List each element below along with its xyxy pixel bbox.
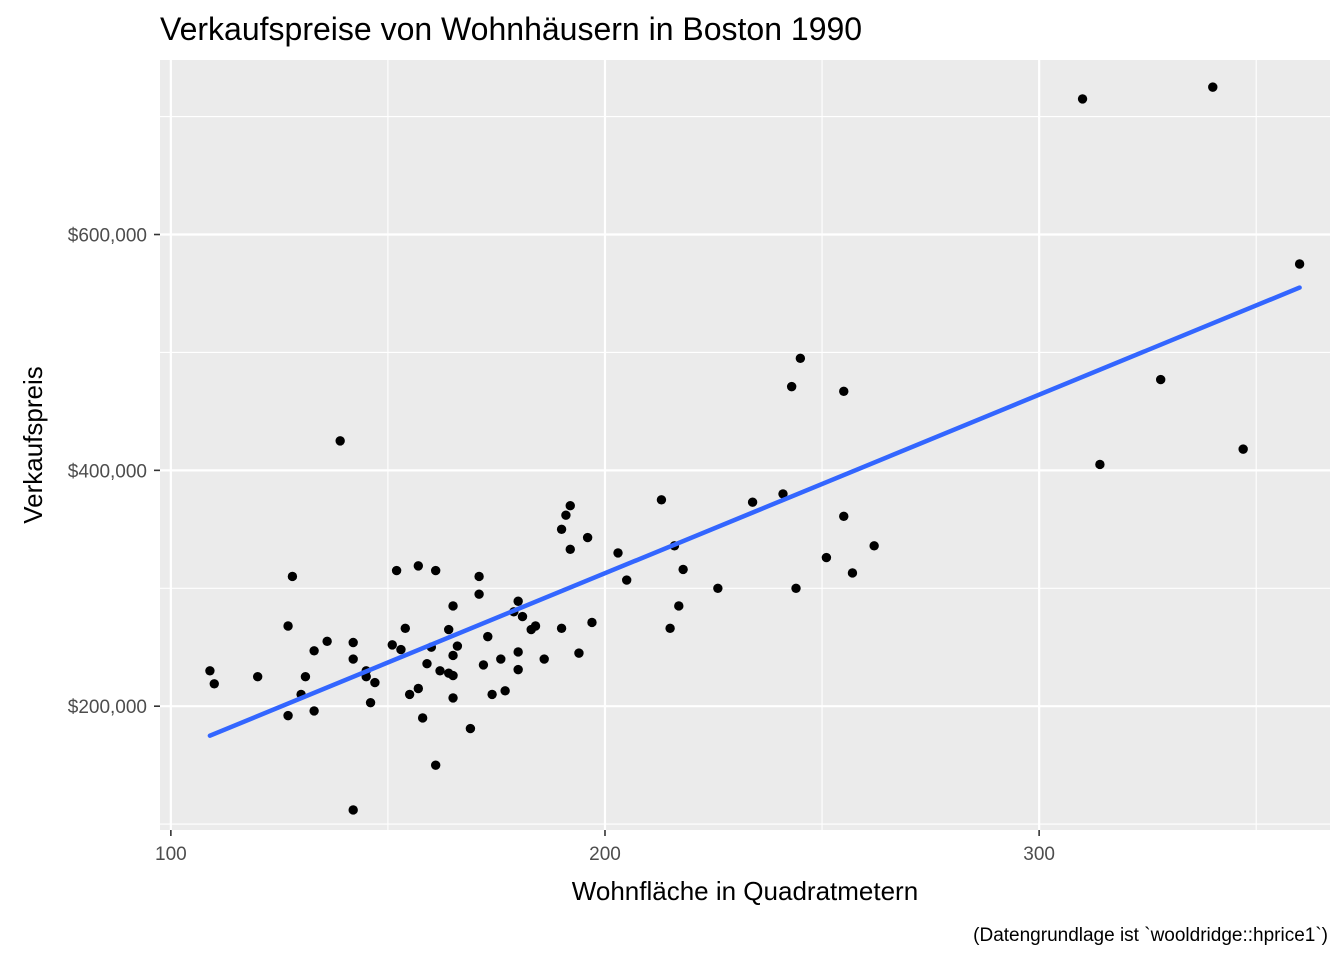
data-point [539,654,549,664]
data-point [474,571,484,582]
data-point [309,706,319,716]
data-point [665,623,675,634]
data-point [283,621,293,631]
y-tick-label: $400,000 [68,461,147,482]
data-point [561,510,571,520]
data-point [1208,82,1218,92]
data-point [348,654,358,664]
y-tick-label: $600,000 [68,226,147,247]
data-point [869,541,879,551]
data-point [370,677,380,688]
data-point [587,617,597,628]
data-point [452,641,463,651]
data-point [391,565,402,576]
data-point [348,637,358,648]
data-point [252,672,263,682]
data-point [517,611,528,622]
data-point [565,501,575,511]
data-point [430,565,441,576]
x-axis-title: Wohnfläche in Quadratmetern [572,876,918,906]
data-point [396,644,406,655]
data-point [839,511,849,522]
data-point [786,381,797,392]
data-point [448,650,458,661]
data-point [209,679,219,689]
data-point [465,723,476,734]
data-point [300,672,311,682]
regression-line-group [207,285,1302,738]
data-point [613,548,623,558]
data-point [413,561,424,571]
data-point [556,623,567,634]
plot-panel [160,60,1330,830]
data-point [621,575,632,585]
data-point [448,601,458,611]
data-point [205,666,215,676]
data-point [1294,259,1305,269]
data-point [574,648,584,658]
data-point [404,689,415,700]
data-point [400,623,410,634]
data-point [448,670,458,681]
data-point [565,544,575,555]
data-point [444,624,454,635]
data-point [322,636,332,647]
chart-title: Verkaufspreise von Wohnhäusern in Boston… [160,11,862,47]
data-point [348,805,358,815]
chart-caption: (Datengrundlage ist `wooldridge::hprice1… [973,925,1328,946]
data-point [747,497,758,507]
data-point [674,601,684,611]
data-point [283,710,293,721]
data-point [387,640,397,650]
data-point [530,621,541,631]
data-point [487,689,497,700]
data-point [778,489,788,499]
data-point [1077,94,1088,104]
data-point [791,583,801,593]
x-tick-label: 100 [155,844,187,865]
data-point [582,532,593,543]
data-point [556,524,567,535]
grid-lines [160,60,1330,830]
data-point [287,571,298,582]
x-tick-label: 300 [1023,844,1055,865]
data-point [413,683,424,694]
data-point [496,654,506,664]
data-point [1238,444,1248,454]
data-point [513,664,523,675]
data-point [309,646,319,656]
data-point [1155,374,1166,385]
data-point [422,659,432,669]
data-point [474,589,484,599]
data-point [500,686,510,696]
data-point [435,666,445,676]
data-point [678,564,688,575]
data-point [417,713,428,723]
y-tick-label: $200,000 [68,697,147,718]
data-point [795,353,806,364]
data-point [365,697,376,708]
data-point [839,386,849,397]
data-point [483,631,493,642]
data-point [847,568,858,578]
data-point [513,596,523,606]
axes: 100 200 300 $200,000 $400,000 $600,000 [68,226,1055,865]
data-point [1095,459,1105,470]
data-point [430,760,441,770]
data-point [478,660,489,670]
data-point [656,495,667,505]
data-point [821,552,832,563]
data-point [335,436,345,446]
y-axis-title: Verkaufspreis [18,366,48,524]
data-point [513,647,523,657]
x-tick-label: 200 [589,844,621,865]
regression-line [207,285,1302,738]
data-point [713,583,723,593]
data-point [448,693,458,703]
